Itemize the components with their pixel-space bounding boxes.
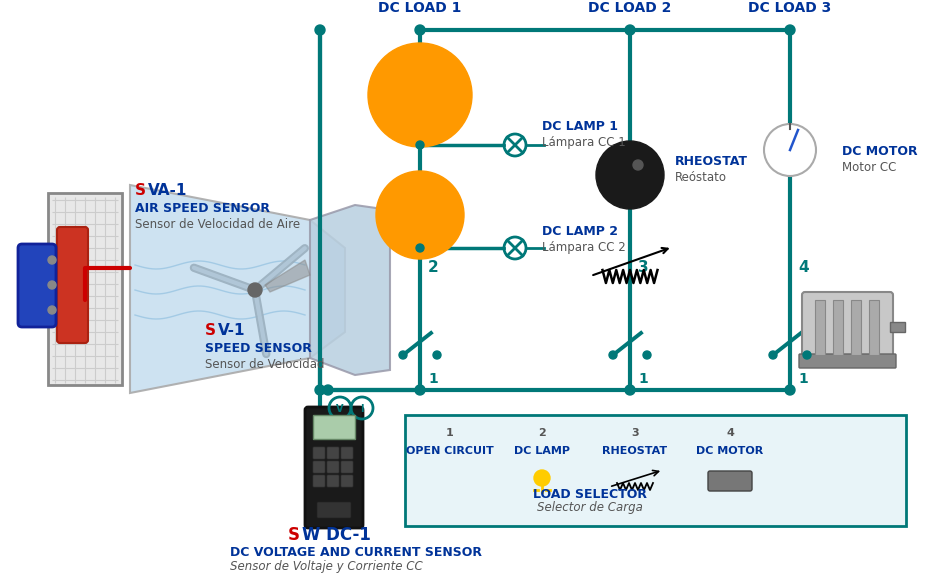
Text: AIR SPEED SENSOR: AIR SPEED SENSOR — [135, 202, 270, 215]
Text: DC MOTOR: DC MOTOR — [841, 145, 916, 158]
Text: RHEOSTAT: RHEOSTAT — [674, 155, 747, 168]
FancyBboxPatch shape — [798, 354, 895, 368]
Circle shape — [595, 141, 664, 209]
Bar — [868, 300, 878, 355]
Text: Sensor de Velocidad: Sensor de Velocidad — [205, 358, 324, 371]
Text: V: V — [336, 404, 344, 414]
Text: I: I — [359, 404, 363, 414]
Bar — [850, 300, 860, 355]
Circle shape — [248, 283, 262, 297]
Circle shape — [48, 306, 56, 314]
FancyBboxPatch shape — [801, 292, 892, 363]
Circle shape — [416, 141, 424, 149]
Circle shape — [314, 385, 325, 395]
Text: 1: 1 — [446, 428, 453, 438]
Text: S: S — [287, 526, 300, 544]
Circle shape — [48, 256, 56, 264]
Circle shape — [768, 351, 776, 359]
FancyBboxPatch shape — [327, 447, 339, 459]
Circle shape — [534, 470, 549, 486]
Circle shape — [323, 385, 332, 395]
Circle shape — [415, 385, 425, 395]
FancyBboxPatch shape — [404, 415, 905, 526]
Circle shape — [784, 25, 794, 35]
Circle shape — [608, 351, 616, 359]
Text: DC LOAD 1: DC LOAD 1 — [378, 1, 461, 15]
Circle shape — [633, 160, 642, 170]
Text: DC LAMP 2: DC LAMP 2 — [541, 225, 618, 238]
FancyBboxPatch shape — [708, 471, 752, 491]
Circle shape — [399, 351, 406, 359]
Text: RHEOSTAT: RHEOSTAT — [602, 446, 666, 456]
Circle shape — [48, 281, 56, 289]
FancyBboxPatch shape — [341, 461, 353, 473]
Circle shape — [432, 351, 441, 359]
Text: 2: 2 — [537, 428, 546, 438]
Circle shape — [624, 25, 635, 35]
Bar — [832, 300, 842, 355]
Text: DC LOAD 2: DC LOAD 2 — [588, 1, 671, 15]
Text: S: S — [135, 183, 146, 198]
Circle shape — [802, 351, 811, 359]
FancyBboxPatch shape — [57, 227, 88, 343]
FancyBboxPatch shape — [327, 475, 339, 487]
Text: 3: 3 — [637, 260, 648, 275]
Text: 2: 2 — [428, 260, 438, 275]
Text: VA-1: VA-1 — [148, 183, 187, 198]
Polygon shape — [265, 260, 310, 292]
FancyBboxPatch shape — [341, 475, 353, 487]
Text: 1: 1 — [637, 372, 647, 386]
FancyBboxPatch shape — [316, 502, 351, 518]
Text: 4: 4 — [797, 260, 808, 275]
FancyBboxPatch shape — [327, 461, 339, 473]
Text: Lámpara CC 1: Lámpara CC 1 — [541, 136, 625, 149]
Text: DC MOTOR: DC MOTOR — [695, 446, 763, 456]
Circle shape — [375, 171, 463, 259]
Circle shape — [415, 25, 425, 35]
Text: DC LAMP: DC LAMP — [514, 446, 569, 456]
Text: Motor CC: Motor CC — [841, 161, 896, 174]
Text: DC VOLTAGE AND CURRENT SENSOR: DC VOLTAGE AND CURRENT SENSOR — [229, 546, 481, 559]
Text: OPEN CIRCUIT: OPEN CIRCUIT — [405, 446, 493, 456]
Text: Reóstato: Reóstato — [674, 171, 726, 184]
FancyBboxPatch shape — [18, 244, 56, 327]
FancyBboxPatch shape — [48, 193, 122, 385]
Text: 3: 3 — [631, 428, 638, 438]
Text: S: S — [205, 323, 216, 338]
Text: DC LOAD 3: DC LOAD 3 — [748, 1, 831, 15]
Text: LOAD SELECTOR: LOAD SELECTOR — [533, 488, 647, 501]
Circle shape — [314, 25, 325, 35]
Text: V-1: V-1 — [218, 323, 245, 338]
Text: W DC-1: W DC-1 — [301, 526, 371, 544]
Circle shape — [763, 124, 815, 176]
Text: Lámpara CC 2: Lámpara CC 2 — [541, 241, 625, 254]
Text: 4: 4 — [725, 428, 733, 438]
Text: Selector de Carga: Selector de Carga — [536, 501, 642, 514]
FancyBboxPatch shape — [313, 415, 355, 439]
Text: Sensor de Voltaje y Corriente CC: Sensor de Voltaje y Corriente CC — [229, 560, 422, 573]
Circle shape — [368, 43, 472, 147]
Polygon shape — [310, 205, 389, 375]
Text: DC LAMP 1: DC LAMP 1 — [541, 120, 618, 133]
FancyBboxPatch shape — [313, 447, 325, 459]
Circle shape — [624, 385, 635, 395]
Text: Sensor de Velocidad de Aire: Sensor de Velocidad de Aire — [135, 218, 300, 231]
Text: 1: 1 — [428, 372, 437, 386]
Polygon shape — [130, 185, 344, 393]
Bar — [814, 300, 824, 355]
FancyBboxPatch shape — [313, 461, 325, 473]
Circle shape — [416, 244, 424, 252]
Text: 1: 1 — [797, 372, 807, 386]
Circle shape — [642, 351, 651, 359]
FancyBboxPatch shape — [313, 475, 325, 487]
Text: SPEED SENSOR: SPEED SENSOR — [205, 342, 312, 355]
Circle shape — [784, 385, 794, 395]
Bar — [889, 322, 904, 332]
FancyBboxPatch shape — [305, 407, 362, 528]
FancyBboxPatch shape — [341, 447, 353, 459]
